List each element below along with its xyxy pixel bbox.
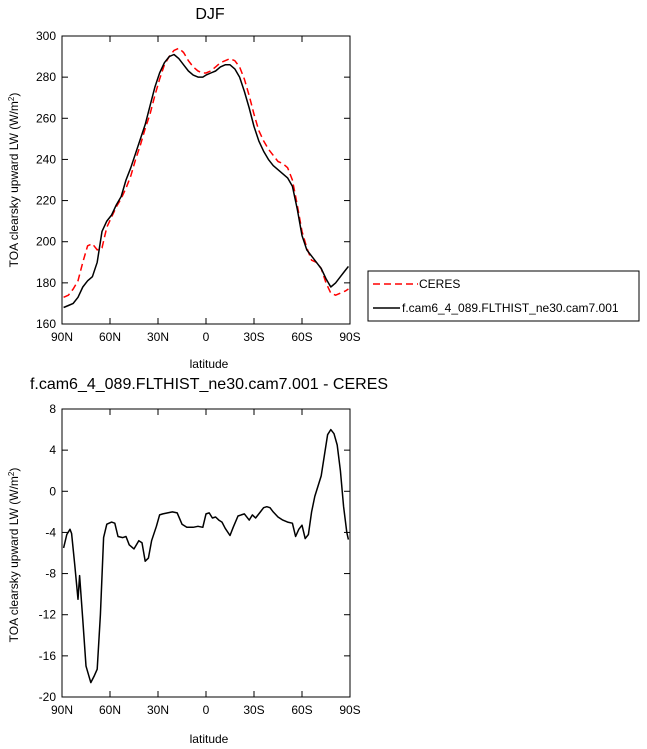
y-tick-label: 300	[36, 29, 56, 43]
y-tick-label: 220	[36, 194, 56, 208]
bottom-panel-title: f.cam6_4_089.FLTHIST_ne30.cam7.001 - CER…	[30, 376, 388, 393]
x-tick-label: 30N	[147, 330, 169, 344]
x-tick-label: 60N	[99, 703, 121, 717]
x-tick-label: 60N	[99, 330, 121, 344]
x-tick-label: 90S	[339, 330, 360, 344]
series-line-ceres	[63, 47, 349, 298]
top-plot-frame	[61, 35, 351, 325]
legend-box	[367, 270, 640, 322]
series-line-model	[63, 53, 349, 309]
top-x-ticks: 90N 60N 30N 0 30S 60S 90S	[51, 36, 361, 344]
x-tick-label: 60S	[291, 703, 312, 717]
y-tick-label: 260	[36, 111, 56, 125]
y-tick-label: -20	[39, 690, 57, 704]
top-panel-title: DJF	[195, 6, 225, 23]
y-tick-label: -12	[39, 608, 57, 622]
x-tick-label: 60S	[291, 330, 312, 344]
x-tick-label: 30S	[243, 330, 264, 344]
top-series-lines	[63, 47, 349, 309]
bottom-plot-frame	[61, 408, 351, 698]
bottom-x-axis-label: latitude	[190, 732, 229, 746]
y-tick-label: 0	[49, 484, 56, 498]
y-tick-label: 180	[36, 276, 56, 290]
y-tick-label: 160	[36, 317, 56, 331]
y-tick-label: 200	[36, 235, 56, 249]
series-line-model	[62, 428, 350, 684]
bottom-y-axis-label: TOA clearsky upward LW (W/m2)	[7, 468, 22, 643]
x-tick-label: 0	[203, 330, 210, 344]
bottom-y-ticks: -20 -16 -12 -8 -4 0 4 8	[39, 402, 350, 704]
y-tick-label: 8	[49, 402, 56, 416]
legend: CERES f.cam6_4_089.FLTHIST_ne30.cam7.001	[367, 270, 640, 322]
top-y-axis-label: TOA clearsky upward LW (W/m2)	[7, 93, 22, 268]
bottom-x-ticks: 90N 60N 30N 0 30S 60S 90S	[51, 409, 361, 717]
y-tick-label: 240	[36, 152, 56, 166]
x-tick-label: 30N	[147, 703, 169, 717]
x-tick-label: 0	[203, 703, 210, 717]
y-tick-label: 4	[49, 443, 56, 457]
bottom-panel: f.cam6_4_089.FLTHIST_ne30.cam7.001 - CER…	[7, 376, 389, 746]
x-tick-label: 90S	[339, 703, 360, 717]
legend-label-ceres: CERES	[419, 277, 460, 291]
y-tick-label: 280	[36, 70, 56, 84]
legend-label-model: f.cam6_4_089.FLTHIST_ne30.cam7.001	[402, 301, 619, 315]
top-y-ticks: 160 180 200 220 240 260 280 300	[36, 29, 350, 331]
y-tick-label: -16	[39, 649, 57, 663]
x-tick-label: 90N	[51, 330, 73, 344]
y-tick-label: -8	[45, 567, 56, 581]
x-tick-label: 90N	[51, 703, 73, 717]
y-tick-label: -4	[45, 525, 56, 539]
top-x-axis-label: latitude	[190, 357, 229, 371]
bottom-series-lines	[62, 428, 350, 684]
x-tick-label: 30S	[243, 703, 264, 717]
top-panel: DJF 90N 60N 30N 0 30S 60S 90S 160 180 200 220 240 2…	[7, 6, 361, 371]
